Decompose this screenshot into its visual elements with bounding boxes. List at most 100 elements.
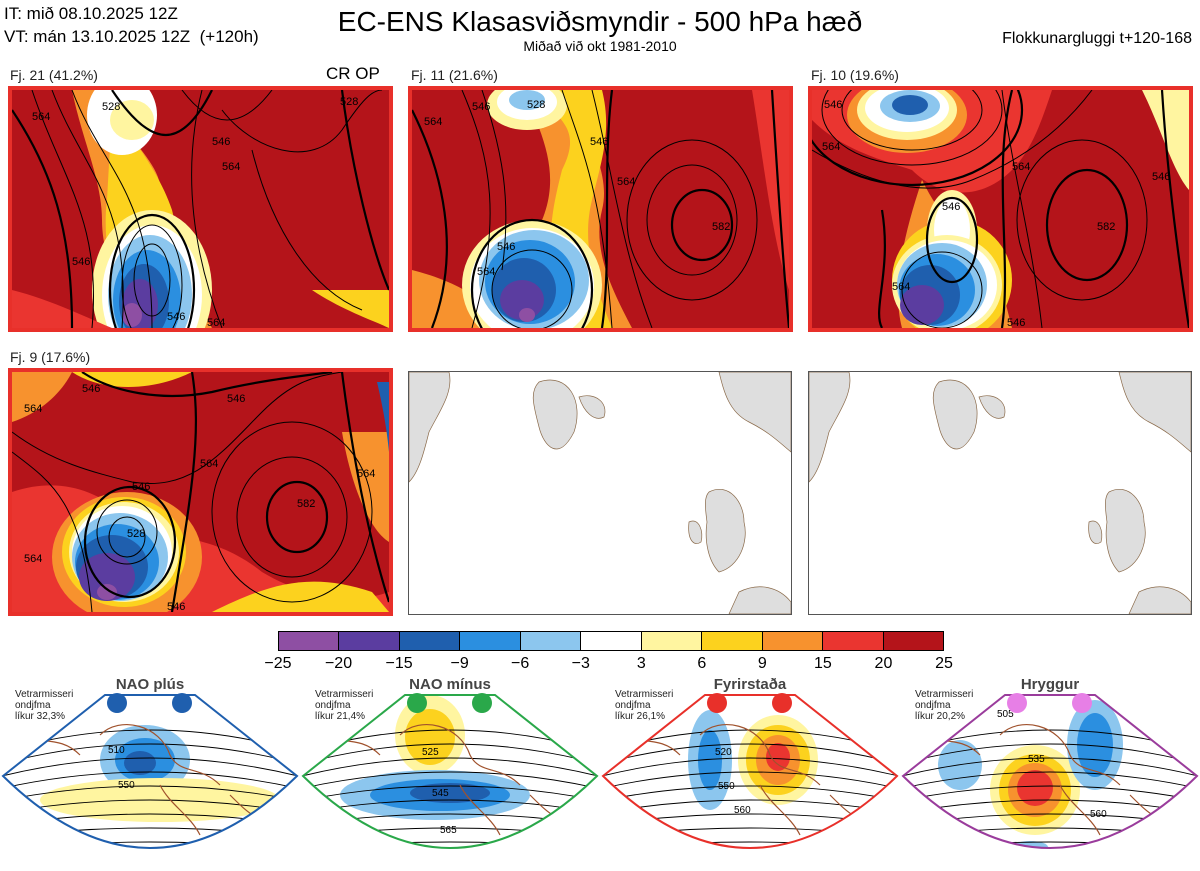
contour-label: 528: [102, 101, 120, 113]
regime-diagram: 520 550 560 Vetrarmisseri ondjfma líkur 26,1%…: [600, 675, 900, 871]
regime-note-line: ondjfma: [915, 700, 951, 711]
regime-note: Vetrarmisseri ondjfma líkur 26,1%: [615, 689, 673, 722]
regime-note-line: ondjfma: [15, 700, 51, 711]
regime-note: Vetrarmisseri ondjfma líkur 20,2%: [915, 689, 973, 722]
contour-label: 564: [32, 111, 50, 123]
cluster-label-4: Fj. 9 (17.6%): [10, 349, 91, 365]
contour-label: 564: [200, 458, 218, 470]
cluster-map-1[interactable]: 564 546 528 546 564 564 546 528: [8, 86, 393, 332]
regime-contour-label: 510: [108, 745, 125, 756]
contour-label: 564: [424, 116, 442, 128]
cluster-map-4[interactable]: 564 546 546 564 546 582 528 546 564 564: [8, 368, 393, 616]
contour-label: 564: [617, 176, 635, 188]
colorbar: [278, 631, 944, 651]
regime-centre-dot: [1007, 693, 1027, 713]
regime-contour-label: 505: [997, 709, 1014, 720]
contour-label: 546: [1152, 171, 1170, 183]
regime-centre-dot: [107, 693, 127, 713]
page-subtitle: Miðað við okt 1981-2010: [523, 38, 677, 54]
regime-fan-map: 505 535 560: [901, 694, 1199, 849]
regime-contour-label: 525: [422, 747, 439, 758]
colorbar-tick-label: 6: [697, 655, 707, 672]
regime-contour-label: 545: [432, 788, 449, 799]
colorbar-tick-label: −25: [264, 655, 292, 672]
contour-label: 546: [472, 101, 490, 113]
contour-label: 564: [24, 553, 42, 565]
regime-centre-dot: [472, 693, 492, 713]
regime-centre-dot: [707, 693, 727, 713]
contour-label: 564: [207, 317, 225, 328]
colorbar-tick-label: −9: [450, 655, 469, 672]
colorbar-swatch: [581, 632, 642, 650]
contour-label: 564: [822, 141, 840, 153]
regime-note-line: líkur 32,3%: [15, 711, 66, 722]
colorbar-tick-label: −6: [511, 655, 530, 672]
regime-contour-label: 550: [118, 780, 135, 791]
regime-note-line: Vetrarmisseri: [915, 689, 974, 700]
valid-time: VT: mán 13.10.2025 12Z (+120h): [4, 27, 259, 46]
contour-label: 546: [227, 393, 245, 405]
regime-diagram: 525 545 565 Vetrarmisseri ondjfma líkur 21,4%…: [300, 675, 600, 871]
empty-map-panel: [408, 371, 792, 615]
colorbar-swatch: [883, 632, 943, 650]
regime-title: Fyrirstaða: [713, 676, 787, 693]
contour-label: 564: [357, 468, 375, 480]
regime-contour-label: 535: [1028, 754, 1045, 765]
colorbar-tick-label: −15: [385, 655, 413, 672]
cluster-label-3: Fj. 10 (19.6%): [811, 67, 899, 83]
contour-label: 546: [942, 201, 960, 213]
contour-label: 528: [527, 99, 545, 111]
page-title: EC-ENS Klasasviðsmyndir - 500 hPa hæð: [337, 6, 863, 37]
contour-label: 582: [297, 498, 315, 510]
regime-fan-map: 510 550: [1, 694, 299, 849]
contour-label: 546: [1007, 317, 1025, 328]
regime-note: Vetrarmisseri ondjfma líkur 21,4%: [315, 689, 373, 722]
cluster-map-2[interactable]: 564 546 528 546 564 582 546 564: [408, 86, 793, 332]
colorbar-tick-label: 25: [935, 655, 953, 672]
contour-label: 546: [212, 136, 230, 148]
regime-title: Hryggur: [1020, 676, 1080, 693]
regime-note-line: Vetrarmisseri: [15, 689, 74, 700]
contour-label: 564: [222, 161, 240, 173]
regime-contour-label: 560: [734, 805, 751, 816]
colorbar-tick-label: −3: [571, 655, 590, 672]
header-info: IT: mið 08.10.2025 12Z VT: mán 13.10.2025…: [4, 2, 259, 48]
contour-label: 528: [127, 528, 145, 540]
regime-note-line: líkur 20,2%: [915, 711, 966, 722]
colorbar-swatch: [823, 632, 884, 650]
contour-label: 564: [892, 281, 910, 293]
regime-contour-label: 520: [715, 747, 732, 758]
empty-map-panel: [808, 371, 1192, 615]
regime-note-line: ondjfma: [315, 700, 351, 711]
colorbar-swatch: [641, 632, 703, 650]
contour-label: 546: [82, 383, 100, 395]
contour-label: 564: [24, 403, 42, 415]
regime-contour-label: 550: [718, 781, 735, 792]
regime-contour-label: 565: [440, 825, 457, 836]
cluster-map-3[interactable]: 546 564 546 582 546 564 564 546: [808, 86, 1193, 332]
regime-note-line: Vetrarmisseri: [615, 689, 674, 700]
regime-note-line: líkur 26,1%: [615, 711, 666, 722]
contour-label: 582: [712, 221, 730, 233]
regime-fan-map: 520 550 560: [601, 694, 899, 849]
cluster-tag-1: CR OP: [326, 64, 380, 83]
colorbar-swatch: [399, 632, 461, 650]
contour-label: 582: [1097, 221, 1115, 233]
contour-label: 564: [1012, 161, 1030, 173]
cluster-label-1: Fj. 21 (41.2%): [10, 67, 98, 83]
colorbar-swatch: [339, 632, 400, 650]
regime-fan-map: 525 545 565: [301, 694, 599, 849]
colorbar-tick-label: 3: [636, 655, 646, 672]
window-label: Flokkunargluggi t+120-168: [1002, 30, 1192, 47]
regime-title: NAO mínus: [409, 676, 491, 693]
contour-label: 546: [72, 256, 90, 268]
colorbar-tick-label: 9: [757, 655, 767, 672]
regime-title: NAO plús: [115, 676, 185, 693]
regime-diagram: 505 535 560 Vetrarmisseri ondjfma líkur 20,2%…: [900, 675, 1200, 871]
colorbar-swatch: [460, 632, 521, 650]
init-time: IT: mið 08.10.2025 12Z: [4, 4, 178, 23]
contour-label: 546: [497, 241, 515, 253]
contour-label: 546: [167, 601, 185, 612]
colorbar-swatch: [279, 632, 340, 650]
regime-diagram: 510 550 Vetrarmisseri ondjfma líkur 32,3% NAO…: [0, 675, 300, 871]
